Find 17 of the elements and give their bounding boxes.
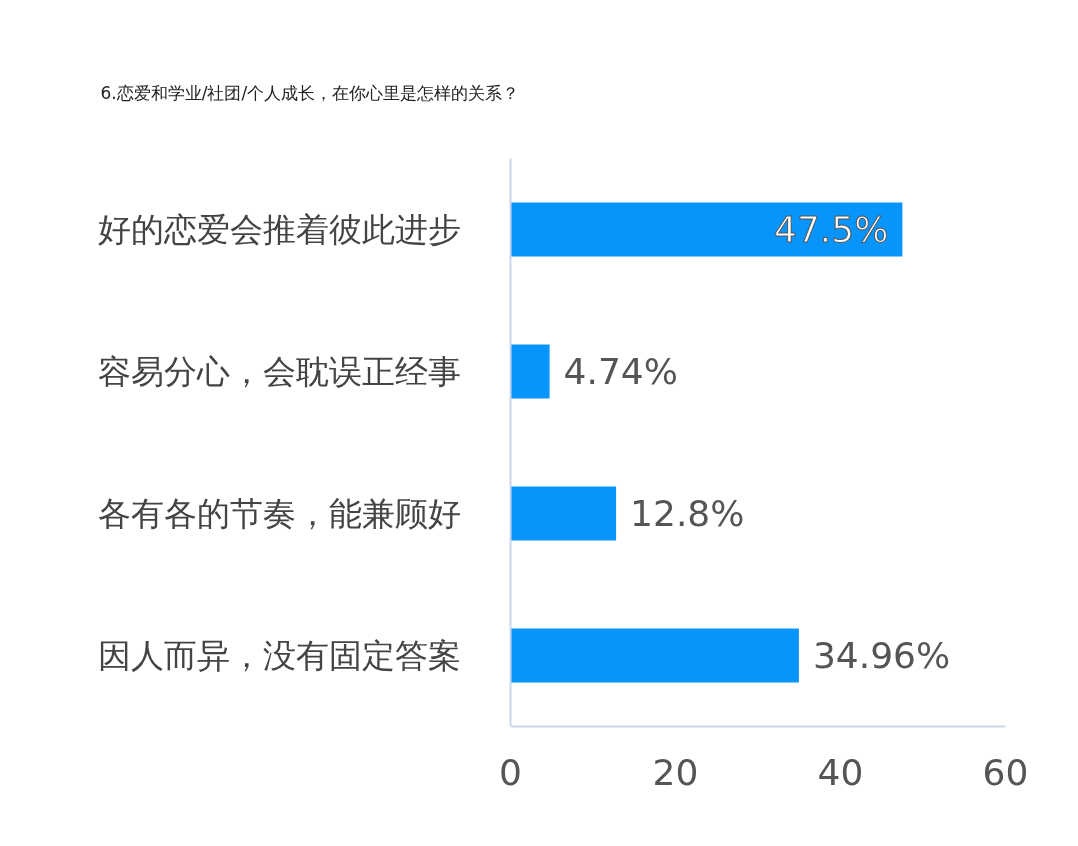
- data-label: 4.74%: [563, 351, 678, 392]
- y-tick-label: 因人而异，没有固定答案: [97, 636, 461, 675]
- y-tick-label: 各有各的节奏，能兼顾好: [97, 494, 461, 533]
- x-tick-label: 0: [499, 751, 522, 793]
- text: 6.恋爱和学业/社团/个人成长，在你心里是怎样的关系？: [100, 82, 520, 103]
- data-label: 12.8%: [630, 493, 745, 534]
- data-label: 34.96%: [812, 635, 951, 676]
- data-label: 47.5%: [774, 209, 889, 250]
- y-tick-label: 容易分心，会耽误正经事: [97, 352, 461, 391]
- bar: [510, 486, 617, 541]
- bar: [510, 202, 903, 257]
- y-tick-label: 好的恋爱会推着彼此进步: [97, 210, 461, 249]
- x-tick-label: 20: [652, 751, 699, 793]
- bar: [510, 628, 799, 683]
- bar: [510, 344, 550, 399]
- x-tick-label: 40: [817, 751, 864, 793]
- x-tick-label: 60: [982, 751, 1029, 793]
